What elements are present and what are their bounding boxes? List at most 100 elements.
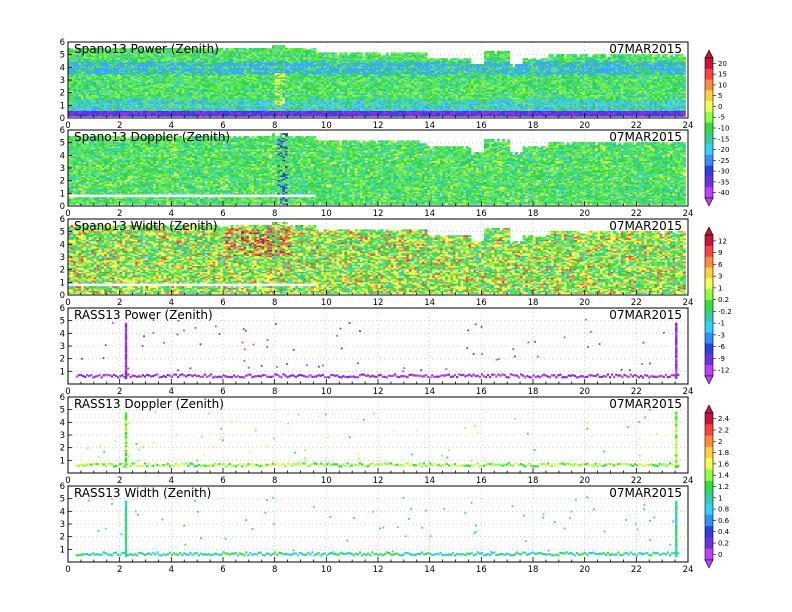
cell <box>93 66 97 69</box>
cell <box>99 101 102 104</box>
cell <box>119 52 123 55</box>
cell <box>217 115 221 117</box>
cell <box>261 106 265 109</box>
cell <box>199 109 203 111</box>
cell <box>96 78 100 81</box>
cell <box>204 109 208 111</box>
cell <box>96 52 100 55</box>
cell <box>254 96 257 98</box>
cell <box>274 87 278 90</box>
cell <box>292 103 296 106</box>
cell <box>75 69 79 72</box>
cell <box>161 55 164 58</box>
cell <box>248 48 252 50</box>
cell <box>176 82 180 85</box>
cell <box>145 59 149 62</box>
cell <box>230 85 234 88</box>
cell <box>210 74 214 76</box>
cell <box>277 80 281 82</box>
cell <box>155 82 159 85</box>
cell <box>80 56 84 59</box>
cell <box>78 58 82 60</box>
cell <box>189 91 193 94</box>
cell <box>153 71 157 74</box>
cell <box>279 74 283 76</box>
cell <box>215 112 219 114</box>
cell <box>202 97 206 100</box>
cell <box>122 107 126 110</box>
cell <box>215 65 219 68</box>
cell <box>93 49 97 52</box>
cell <box>93 53 97 56</box>
cell <box>124 49 128 52</box>
cell <box>111 68 115 71</box>
cell <box>122 65 126 68</box>
cell <box>70 77 74 79</box>
cell <box>186 96 190 98</box>
cell <box>109 49 113 52</box>
cell <box>153 72 157 75</box>
cell <box>235 82 239 85</box>
cell <box>189 100 193 103</box>
cell <box>225 80 229 82</box>
cell <box>202 99 206 101</box>
cell <box>109 84 113 87</box>
cell <box>171 115 175 117</box>
cell <box>137 75 141 78</box>
cell <box>199 56 203 59</box>
cell <box>86 107 90 110</box>
cell <box>119 107 123 110</box>
cell <box>192 107 195 110</box>
cell <box>246 90 250 93</box>
cell <box>96 87 100 90</box>
cell <box>104 74 108 76</box>
cell <box>127 58 131 60</box>
cell <box>223 75 226 78</box>
cell <box>184 50 188 53</box>
cell <box>88 52 92 55</box>
cell <box>217 94 221 97</box>
cell <box>261 104 265 107</box>
cell <box>230 58 234 60</box>
cell <box>166 78 170 81</box>
cell <box>142 72 146 75</box>
cell <box>168 66 172 69</box>
cell <box>238 78 242 81</box>
cell <box>248 115 252 117</box>
cell <box>173 103 177 106</box>
cell <box>88 115 92 117</box>
cell <box>68 96 71 98</box>
cell <box>259 62 263 65</box>
cell <box>119 71 123 74</box>
cell <box>194 77 198 79</box>
cell <box>168 58 172 60</box>
cell <box>274 110 278 113</box>
cell <box>212 85 216 88</box>
cell <box>158 69 162 72</box>
cell <box>243 72 247 75</box>
cell <box>225 64 229 66</box>
cell <box>230 107 234 110</box>
cell <box>246 110 250 113</box>
cell <box>132 61 136 63</box>
cell <box>153 49 157 52</box>
cell <box>261 50 265 53</box>
cell <box>155 65 159 68</box>
cell <box>130 85 133 88</box>
cell <box>70 50 74 53</box>
cell <box>204 96 208 98</box>
cell <box>168 48 172 50</box>
cell <box>181 100 185 103</box>
cell <box>122 68 126 71</box>
cell <box>197 61 201 63</box>
cell <box>264 72 268 75</box>
cell <box>73 74 77 76</box>
cell <box>91 69 95 72</box>
cell <box>153 61 157 63</box>
cell <box>142 58 146 60</box>
cell <box>135 52 139 55</box>
cell <box>186 64 190 66</box>
cell <box>101 68 105 71</box>
cell <box>292 99 296 101</box>
cell <box>70 66 74 69</box>
